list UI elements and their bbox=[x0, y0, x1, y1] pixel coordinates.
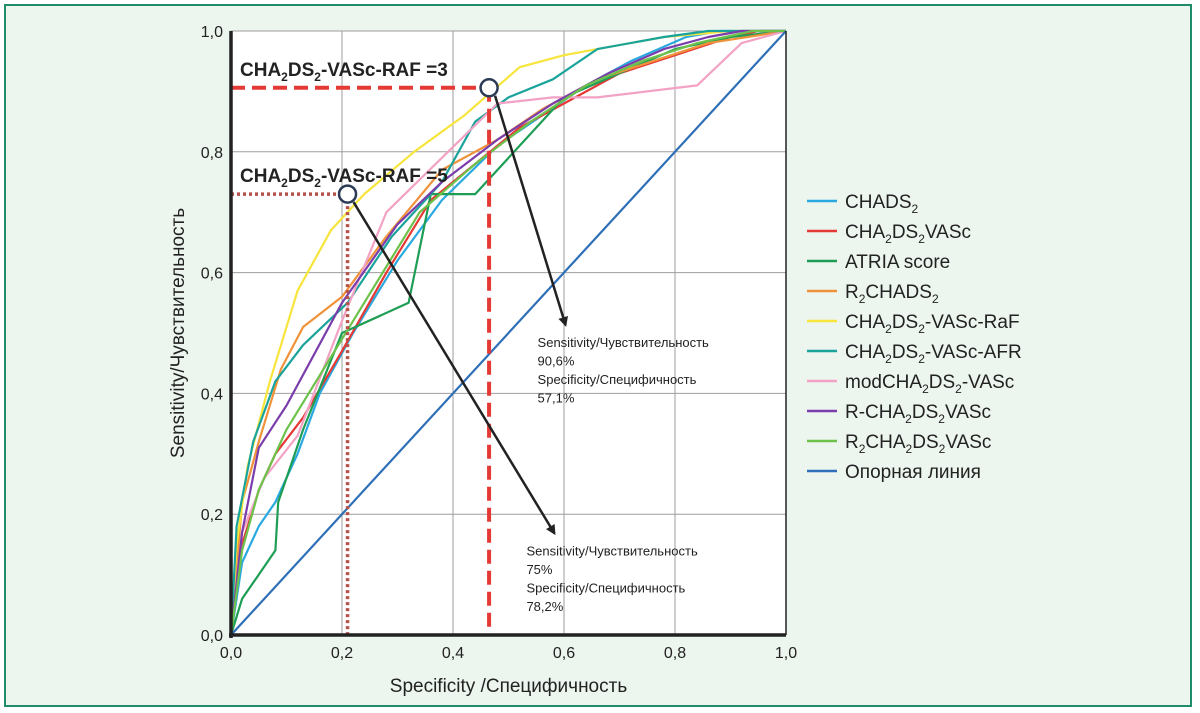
annotation-text-2-1: Sensitivity/Чувствительность bbox=[526, 543, 698, 558]
series-line-7 bbox=[229, 29, 787, 636]
annotation-text-1-4: 57,1% bbox=[538, 391, 575, 406]
annotation-text-2-2: 75% bbox=[526, 562, 552, 577]
annotation-text-1-1: Sensitivity/Чувствительность bbox=[538, 335, 710, 350]
x-tick-label: 0,8 bbox=[664, 645, 686, 662]
x-tick-label: 0,2 bbox=[331, 645, 353, 662]
legend-item-6: CHA2DS2-VASc-AFR bbox=[845, 342, 1022, 366]
x-tick-label: 0,4 bbox=[442, 645, 464, 662]
annotation-text-1-2: 90,6% bbox=[538, 354, 575, 369]
y-tick-label: 1,0 bbox=[201, 24, 223, 41]
x-tick-label: 0,6 bbox=[553, 645, 575, 662]
y-axis-title: Sensitivity/Чувствительность bbox=[168, 208, 189, 458]
series-line-8 bbox=[229, 29, 786, 636]
series-line-9 bbox=[229, 29, 786, 636]
annotation-text-1-3: Specificity/Специфичность bbox=[538, 372, 697, 387]
annotation-arrow-2 bbox=[352, 201, 556, 536]
threshold-label-1: CHA2DS2-VASc-RAF =3 bbox=[240, 60, 448, 84]
legend-item-5: CHA2DS2-VASc-RaF bbox=[845, 312, 1020, 336]
legend-item-3: ATRIA score bbox=[845, 252, 950, 273]
y-tick-label: 0,8 bbox=[201, 145, 223, 162]
y-tick-label: 0,2 bbox=[201, 507, 223, 524]
legend-item-9: R2CHA2DS2VASc bbox=[845, 432, 991, 456]
legend-item-4: R2CHADS2 bbox=[845, 282, 939, 306]
legend-item-1: CHADS2 bbox=[845, 192, 919, 216]
threshold-marker-2 bbox=[337, 184, 358, 204]
legend-item-8: R-CHA2DS2VASc bbox=[845, 402, 991, 426]
series-line-4 bbox=[229, 29, 787, 636]
y-tick-label: 0,4 bbox=[201, 386, 223, 403]
legend-item-7: modCHA2DS2-VASc bbox=[845, 372, 1014, 396]
x-axis-title: Specificity /Специфичность bbox=[390, 676, 628, 697]
annotation-arrow-1 bbox=[493, 95, 568, 327]
threshold-label-2: CHA2DS2-VASc-RAF =5 bbox=[240, 166, 448, 190]
y-tick-label: 0,6 bbox=[201, 266, 223, 283]
annotation-text-2-4: 78,2% bbox=[526, 599, 563, 614]
x-tick-label: 1,0 bbox=[775, 645, 797, 662]
x-tick-label: 0,0 bbox=[220, 645, 242, 662]
series-line-1 bbox=[229, 29, 786, 636]
series-line-10 bbox=[230, 30, 787, 636]
threshold-marker-1 bbox=[479, 78, 499, 98]
legend-item-2: CHA2DS2VASc bbox=[845, 222, 971, 246]
legend-item-10: Опорная линия bbox=[845, 462, 981, 483]
y-tick-label: 0,0 bbox=[201, 628, 223, 645]
annotation-text-2-3: Specificity/Специфичность bbox=[526, 580, 685, 595]
